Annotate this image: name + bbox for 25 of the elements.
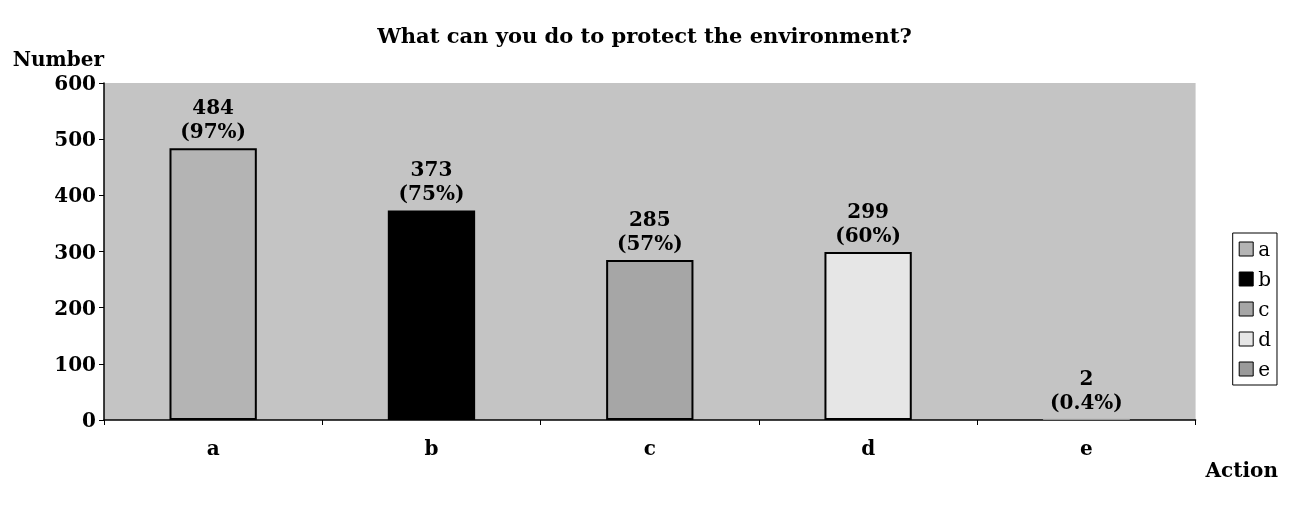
x-tick-label: a (206, 436, 220, 460)
legend-label: a (1258, 237, 1271, 261)
legend-label: c (1258, 297, 1270, 321)
x-tick-label: e (1080, 436, 1093, 460)
y-tick-label: 200 (54, 295, 96, 320)
data-label: 2 (0.4%) (1050, 365, 1123, 414)
y-axis-title: Number (12, 47, 105, 71)
legend-label: e (1258, 357, 1271, 381)
x-tick-label: c (643, 436, 656, 460)
y-tick-label: 500 (54, 127, 96, 152)
y-tick-label: 0 (82, 408, 96, 432)
y-tick-label: 300 (54, 239, 96, 264)
y-tick-label: 600 (54, 71, 96, 95)
data-label: 299 (60%) (835, 199, 901, 248)
x-tick-label: d (861, 436, 876, 460)
data-label: 373 (75%) (398, 157, 465, 206)
data-label: 285 (57%) (616, 206, 683, 255)
legend-label: b (1258, 267, 1272, 291)
chart-title: What can you do to protect the environment? (376, 23, 912, 48)
data-label: 484 (97%) (180, 95, 247, 144)
legend-label: d (1258, 327, 1272, 351)
x-tick-label: b (424, 436, 439, 460)
y-tick-label: 100 (54, 351, 96, 376)
y-tick-label: 400 (54, 183, 96, 208)
x-axis-title: Action (1204, 458, 1279, 482)
